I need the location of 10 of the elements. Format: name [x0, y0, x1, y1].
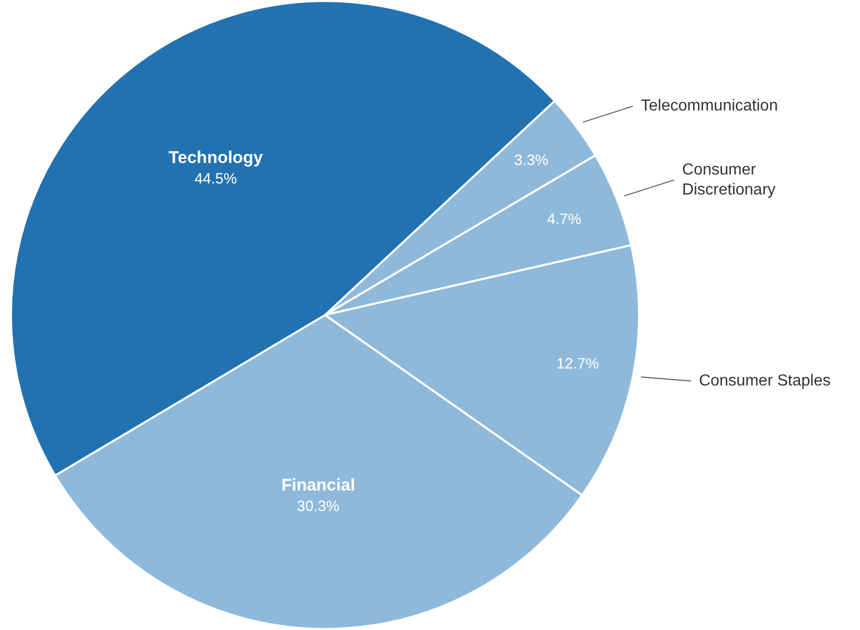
data-label: 3.3%	[514, 152, 548, 169]
slice-label: Consumer Staples	[698, 372, 831, 390]
slice-label: Technology	[168, 148, 264, 167]
slice-label: Consumer Discretionary	[682, 161, 776, 198]
data-label: 4.7%	[547, 210, 582, 228]
slice-label: Financial	[281, 476, 356, 495]
data-label: 30.3%	[296, 498, 340, 516]
data-label: 44.5%	[194, 170, 237, 188]
slice-label: Telecommunication	[640, 98, 778, 115]
data-label: 12.7%	[556, 356, 599, 373]
